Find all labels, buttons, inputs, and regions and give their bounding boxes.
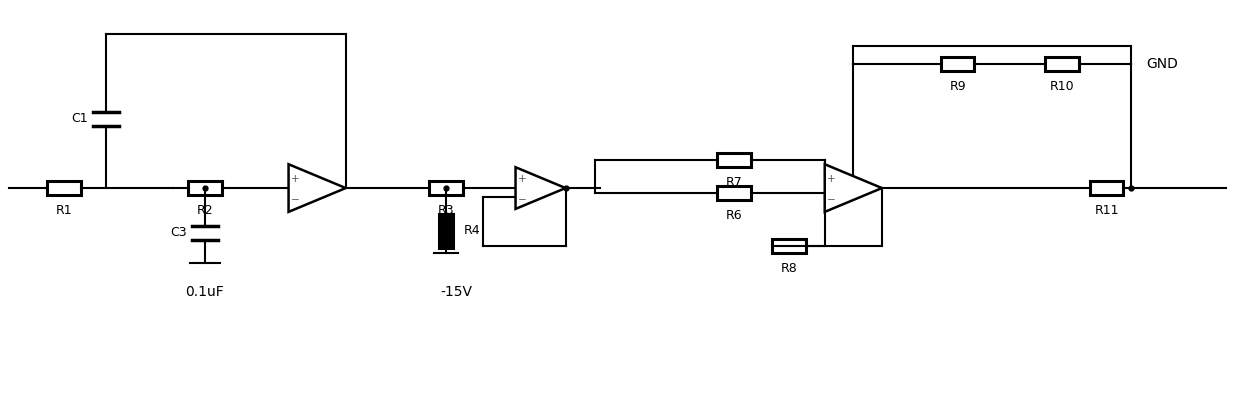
FancyBboxPatch shape	[1045, 57, 1079, 71]
Text: R8: R8	[780, 261, 797, 275]
FancyBboxPatch shape	[429, 181, 463, 195]
Text: GND: GND	[1146, 57, 1178, 71]
Text: 0.1uF: 0.1uF	[186, 285, 224, 299]
Text: R4: R4	[464, 224, 481, 237]
FancyBboxPatch shape	[47, 181, 81, 195]
FancyBboxPatch shape	[773, 239, 806, 253]
Text: R9: R9	[950, 80, 966, 93]
FancyBboxPatch shape	[188, 181, 222, 195]
Polygon shape	[289, 164, 346, 212]
Polygon shape	[825, 164, 882, 212]
Text: C3: C3	[170, 226, 187, 239]
FancyBboxPatch shape	[717, 153, 751, 167]
FancyBboxPatch shape	[717, 186, 751, 200]
Text: R7: R7	[725, 176, 743, 189]
Text: −: −	[827, 195, 836, 205]
Text: R11: R11	[1094, 204, 1118, 217]
Text: R2: R2	[197, 204, 213, 217]
Text: C1: C1	[71, 112, 88, 125]
Text: R6: R6	[725, 209, 743, 222]
Text: −: −	[518, 195, 527, 205]
Text: +: +	[291, 174, 300, 184]
Text: +: +	[518, 174, 527, 184]
Text: R10: R10	[1049, 80, 1074, 93]
Text: R3: R3	[438, 204, 455, 217]
Text: +: +	[827, 174, 836, 184]
Polygon shape	[516, 167, 565, 209]
Text: R1: R1	[56, 204, 72, 217]
FancyBboxPatch shape	[941, 57, 975, 71]
FancyBboxPatch shape	[1090, 181, 1123, 195]
Text: −: −	[291, 195, 300, 205]
FancyBboxPatch shape	[439, 214, 453, 248]
Text: -15V: -15V	[440, 285, 472, 299]
